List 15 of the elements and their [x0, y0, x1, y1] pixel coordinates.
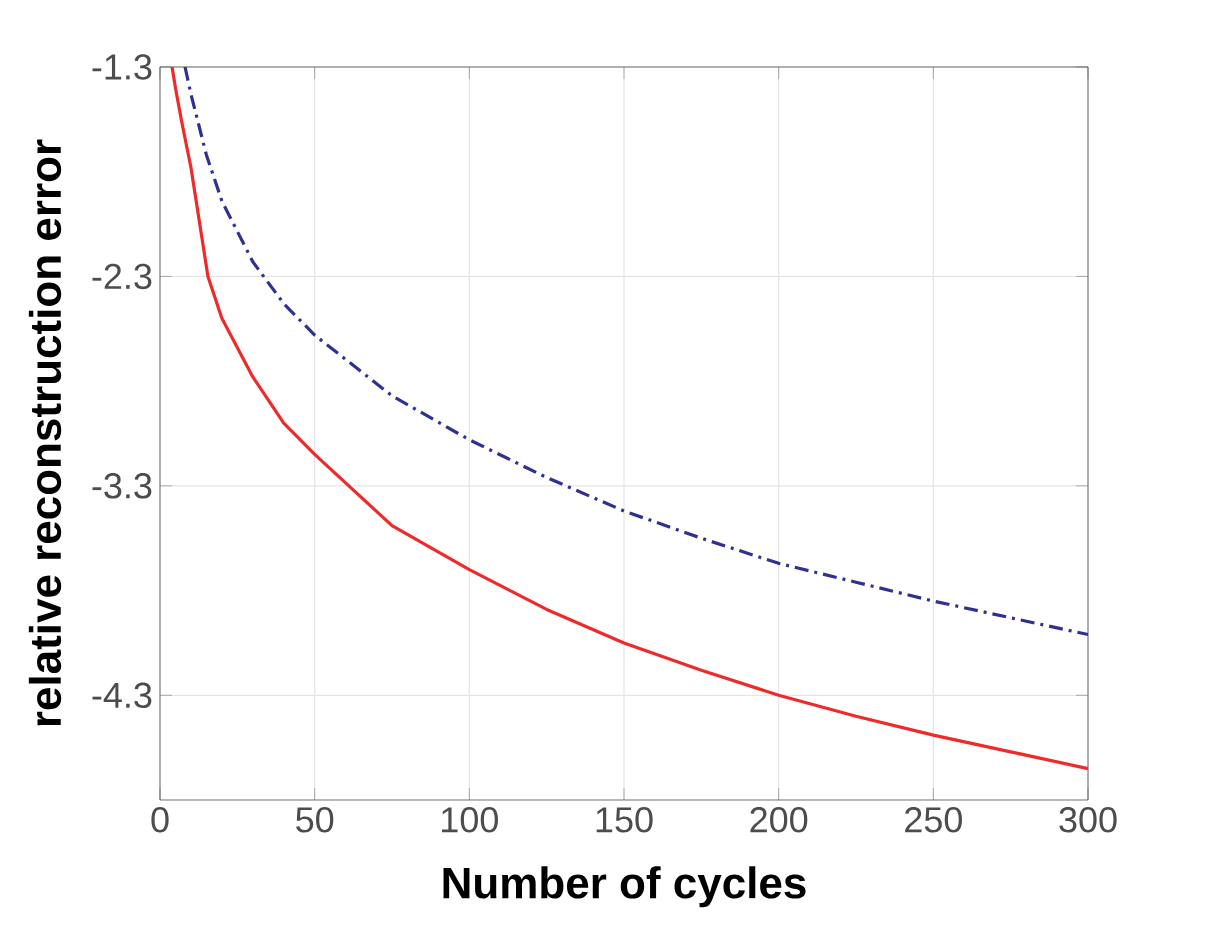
y-axis-title: relative reconstruction error — [28, 139, 62, 726]
x-tick-label: 50 — [296, 807, 334, 833]
y-tick-label: -3.3 — [92, 473, 152, 499]
x-tick-label: 200 — [750, 807, 808, 833]
line-series — [170, 67, 1089, 771]
y-tick-label: -2.3 — [92, 263, 152, 290]
y-tick-label: -4.3 — [92, 682, 152, 709]
x-tick-label: 100 — [442, 807, 498, 833]
y-tick-label: -1.3 — [92, 54, 152, 80]
line-series — [183, 67, 1089, 637]
x-tick-label: 250 — [905, 807, 962, 833]
x-tick-label: 150 — [596, 807, 653, 833]
x-axis-title: Number of cycles — [443, 866, 806, 908]
x-tick-label: 0 — [151, 807, 169, 833]
x-tick-label: 300 — [1059, 807, 1117, 833]
